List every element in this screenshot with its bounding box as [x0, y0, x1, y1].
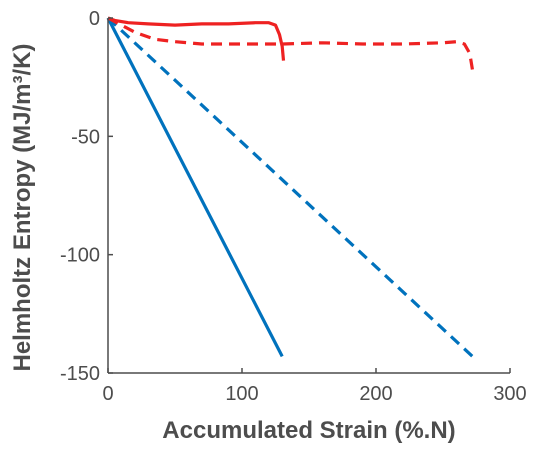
x-axis-label: Accumulated Strain (%.N) — [162, 417, 455, 444]
x-tick-label: 100 — [225, 383, 258, 405]
series-line-2 — [106, 16, 474, 358]
series-line-3 — [107, 16, 286, 61]
plot-area: 0 100 200 300 0 -50 -100 -150 — [60, 8, 527, 405]
x-tick-label: 0 — [102, 383, 113, 405]
x-tick-label: 300 — [493, 383, 526, 405]
series-line-1 — [106, 17, 284, 358]
ticks-layer: 0 100 200 300 0 -50 -100 -150 — [60, 8, 527, 405]
x-tick-label: 200 — [359, 383, 392, 405]
y-tick-label: 0 — [89, 8, 100, 30]
series-line-4 — [107, 16, 475, 71]
y-tick-label: -150 — [60, 363, 100, 385]
y-tick-label: -50 — [71, 126, 100, 148]
series-layer — [106, 16, 475, 358]
y-tick-label: -100 — [60, 245, 100, 267]
y-axis-label: Helmholtz Entropy (MJ/m³/K) — [9, 44, 36, 372]
